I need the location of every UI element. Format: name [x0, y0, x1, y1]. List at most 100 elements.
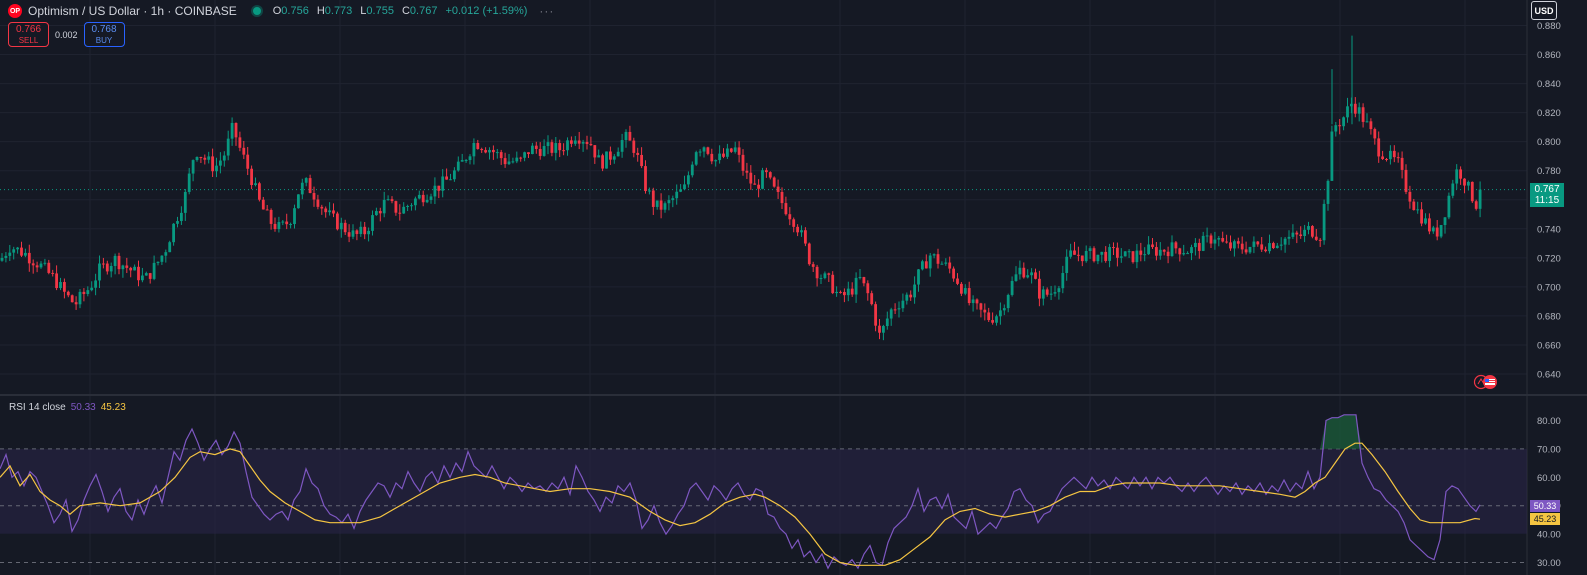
candle: [726, 143, 729, 159]
candle-body: [694, 152, 698, 165]
candle: [39, 261, 43, 269]
price-axis: 0.6400.6600.6800.7000.7200.7400.7600.780…: [1537, 21, 1561, 569]
candle: [1049, 285, 1053, 301]
candle: [874, 301, 877, 332]
candle-body: [1291, 232, 1295, 237]
market-status-icon[interactable]: [252, 7, 261, 15]
candle-body: [1186, 253, 1189, 255]
candle-body: [687, 175, 690, 185]
candle: [16, 246, 19, 254]
candle-body: [1381, 156, 1384, 160]
change-value: +0.012 (+1.59%): [445, 5, 528, 17]
candle-body: [1404, 169, 1408, 192]
candle-body: [1209, 235, 1213, 244]
candle-body: [1053, 292, 1057, 294]
price-tick-label: 0.780: [1537, 166, 1561, 177]
candle: [753, 175, 757, 185]
price-tick-label: 0.740: [1537, 224, 1561, 235]
candle: [827, 272, 831, 282]
candle: [261, 196, 265, 210]
candle: [765, 167, 768, 178]
candle: [823, 271, 827, 280]
candle-body: [1217, 238, 1221, 240]
candle-body: [593, 145, 597, 158]
candle-body: [1443, 217, 1447, 226]
candle-body: [1049, 293, 1053, 295]
candle-body: [1100, 251, 1104, 255]
candle: [687, 171, 690, 188]
candle-body: [1014, 274, 1018, 281]
candle-body: [27, 252, 31, 264]
candle-body: [207, 156, 211, 160]
candle: [897, 301, 901, 318]
candle-body: [1342, 117, 1345, 127]
candle: [819, 274, 823, 284]
candle: [772, 176, 776, 188]
candle: [1478, 181, 1482, 218]
rsi-current: 50.33: [70, 402, 96, 413]
candle-body: [1038, 278, 1041, 299]
candle: [187, 168, 191, 195]
candle-body: [246, 154, 250, 169]
candle: [1420, 202, 1423, 227]
candle-body: [1182, 253, 1186, 255]
candle-body: [819, 278, 823, 280]
candle-body: [944, 262, 948, 264]
candle: [1240, 236, 1244, 254]
candle: [4, 252, 8, 263]
candle: [1435, 220, 1439, 241]
rsi-legend[interactable]: RSI 14 close 50.33 45.23: [9, 402, 126, 413]
candle: [729, 147, 733, 153]
candle-body: [394, 201, 398, 213]
currency-button[interactable]: USD: [1531, 1, 1557, 20]
candle: [250, 165, 253, 190]
candle: [246, 146, 250, 176]
candle-body: [367, 230, 370, 235]
candle: [811, 261, 815, 273]
candle: [807, 242, 811, 266]
candle: [336, 211, 339, 231]
candle-body: [796, 226, 799, 233]
candle-body: [55, 273, 58, 289]
candle-body: [1151, 244, 1154, 248]
candle-body: [1330, 131, 1334, 181]
candle: [835, 286, 838, 297]
candle-body: [1455, 169, 1459, 184]
candle-body: [558, 143, 562, 151]
candle: [429, 193, 433, 204]
candle-body: [332, 210, 335, 214]
candle: [733, 141, 737, 154]
candle: [78, 289, 82, 309]
symbol-title[interactable]: Optimism / US Dollar · 1h · COINBASE: [28, 4, 237, 18]
candle-body: [952, 268, 955, 279]
candle: [1092, 246, 1096, 263]
candle: [1373, 127, 1377, 145]
candle: [472, 138, 476, 165]
more-dots-icon[interactable]: ···: [539, 4, 555, 18]
candle-body: [784, 203, 788, 215]
candle: [1381, 150, 1384, 161]
candle-body: [402, 206, 406, 214]
candle: [1451, 179, 1455, 199]
candle-body: [1229, 242, 1232, 249]
candle-body: [1248, 246, 1252, 253]
buy-button[interactable]: 0.768 BUY: [83, 22, 125, 47]
candle: [316, 194, 320, 210]
candle-body: [102, 263, 105, 265]
candle-body: [737, 147, 741, 155]
candle: [1330, 125, 1334, 181]
candle: [800, 225, 803, 237]
sell-button[interactable]: 0.766 SELL: [8, 22, 49, 47]
candle-body: [219, 160, 222, 166]
candle-body: [1338, 125, 1342, 127]
candle: [203, 154, 207, 165]
candle-body: [1061, 273, 1065, 289]
candle-body: [581, 141, 585, 144]
events-flag-icon[interactable]: [1473, 374, 1499, 390]
candle: [956, 273, 959, 286]
candle-body: [160, 255, 164, 262]
candle-body: [191, 160, 195, 174]
candle-body: [1287, 236, 1291, 239]
candle-body: [850, 288, 854, 295]
